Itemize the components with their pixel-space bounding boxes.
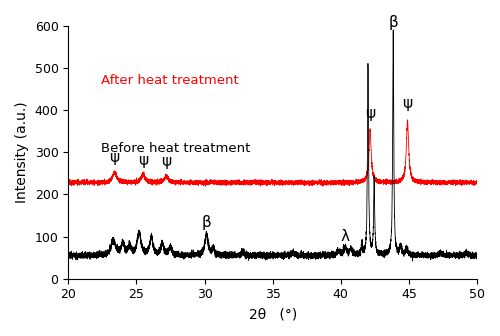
Text: Before heat treatment: Before heat treatment bbox=[101, 142, 250, 155]
Text: ψ: ψ bbox=[162, 154, 172, 169]
Text: After heat treatment: After heat treatment bbox=[101, 74, 238, 87]
Text: λ: λ bbox=[340, 229, 349, 244]
Text: ψ: ψ bbox=[110, 150, 120, 165]
Text: β: β bbox=[202, 215, 211, 230]
X-axis label: 2θ   (°): 2θ (°) bbox=[248, 307, 297, 321]
Text: ψ: ψ bbox=[365, 106, 375, 121]
Text: β: β bbox=[388, 15, 398, 30]
Text: ψ: ψ bbox=[402, 96, 412, 111]
Y-axis label: Intensity (a.u.): Intensity (a.u.) bbox=[15, 101, 29, 203]
Text: ψ: ψ bbox=[138, 153, 148, 168]
